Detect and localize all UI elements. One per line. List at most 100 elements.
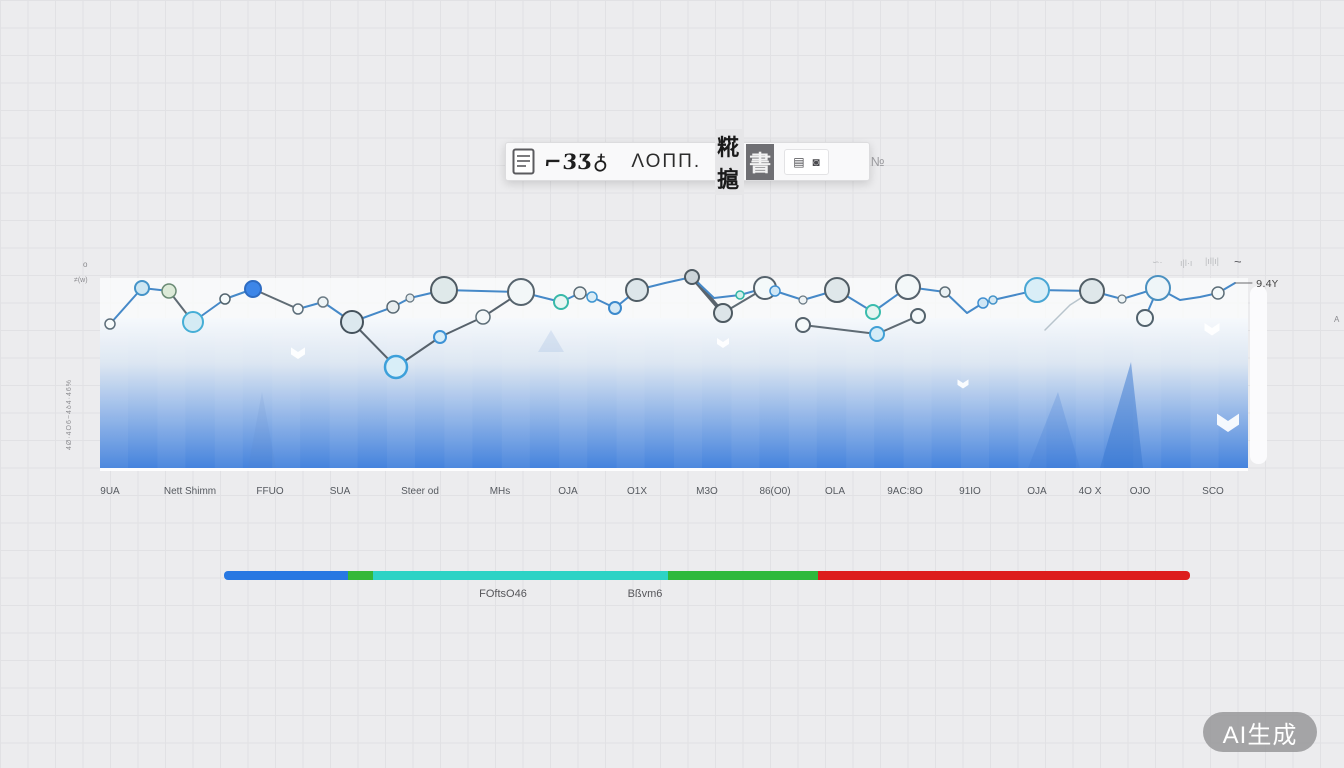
watermark-text: AI生成 xyxy=(1222,721,1298,749)
x-axis-label: OLA xyxy=(824,486,846,497)
data-point[interactable] xyxy=(1079,278,1105,304)
data-point[interactable] xyxy=(798,295,808,305)
area-strip xyxy=(214,318,243,468)
x-axis-label: M3O xyxy=(696,486,718,497)
data-point[interactable] xyxy=(684,269,700,285)
area-strip xyxy=(1075,318,1104,468)
top-right-garble-text: ı|l·ı xyxy=(1180,258,1193,268)
data-point[interactable] xyxy=(608,301,622,315)
x-axis-label: OJA xyxy=(558,486,578,497)
data-point[interactable] xyxy=(939,286,951,298)
legend-color-segment xyxy=(668,571,818,580)
area-strip xyxy=(501,318,530,468)
data-point[interactable] xyxy=(104,318,116,330)
area-strip xyxy=(272,318,301,468)
x-axis-label: 9AC:8O xyxy=(887,486,923,497)
data-point[interactable] xyxy=(475,309,491,325)
toolbar-garbled-text[interactable]: ΛΟΠΠ. xyxy=(631,150,702,172)
data-point[interactable] xyxy=(182,311,204,333)
ai-generated-watermark: AI生成 xyxy=(1203,712,1317,752)
toolbar-garbled-no[interactable]: № xyxy=(870,154,886,169)
area-mountain xyxy=(248,392,276,468)
chevron-mark xyxy=(1204,323,1220,336)
area-strip xyxy=(559,318,588,468)
x-axis-label: Steer od xyxy=(401,486,439,497)
page-icon[interactable]: ▤ xyxy=(793,154,805,169)
data-point[interactable] xyxy=(340,310,364,334)
chevron-mark xyxy=(957,379,969,389)
x-axis-label: 9UA xyxy=(100,486,120,497)
data-point[interactable] xyxy=(161,283,177,299)
data-point[interactable] xyxy=(1117,294,1127,304)
data-point[interactable] xyxy=(317,296,329,308)
toolbar-garbled-title[interactable]: ⌐3Ʒ♁ xyxy=(543,149,611,174)
x-axis-label: OJO xyxy=(1129,486,1151,497)
data-point[interactable] xyxy=(795,317,811,333)
data-point[interactable] xyxy=(865,304,881,320)
data-point[interactable] xyxy=(713,303,733,323)
area-strip xyxy=(329,318,358,468)
data-point[interactable] xyxy=(977,297,989,309)
toolbar-icon-pill[interactable]: ▤ ◙ xyxy=(784,148,829,175)
area-strip xyxy=(1018,318,1047,468)
x-axis-label: FFUO xyxy=(256,486,284,497)
legend-color-segment xyxy=(224,571,348,580)
data-point[interactable] xyxy=(1145,275,1171,301)
end-value-label: 9.4Y xyxy=(1256,279,1279,290)
data-point[interactable] xyxy=(383,354,409,380)
data-point[interactable] xyxy=(292,303,304,315)
data-point[interactable] xyxy=(433,330,447,344)
data-point[interactable] xyxy=(586,291,598,303)
area-strip xyxy=(616,318,645,468)
edge-garble-char: A xyxy=(1334,315,1340,324)
legend-color-segment xyxy=(818,571,1190,580)
area-strip xyxy=(846,318,875,468)
data-point[interactable] xyxy=(735,290,745,300)
bubble-icon[interactable]: ◙ xyxy=(812,154,820,169)
area-strip xyxy=(961,318,989,468)
area-strip xyxy=(444,318,473,468)
area-strip xyxy=(674,318,702,468)
top-right-garble-text: ~ xyxy=(1234,254,1242,269)
data-point[interactable] xyxy=(895,274,921,300)
toolbar-garbled-cjk[interactable]: 糀㨭 xyxy=(715,128,745,195)
legend-color-segment xyxy=(373,571,668,580)
data-point[interactable] xyxy=(244,280,262,298)
data-point[interactable] xyxy=(386,300,400,314)
data-point[interactable] xyxy=(573,286,587,300)
data-point[interactable] xyxy=(910,308,926,324)
area-strip xyxy=(387,318,415,468)
data-point[interactable] xyxy=(134,280,150,296)
data-point[interactable] xyxy=(824,277,850,303)
x-axis-label: OJA xyxy=(1027,486,1047,497)
area-strip xyxy=(157,318,186,468)
y-axis-tick-top: o xyxy=(83,260,88,269)
data-point[interactable] xyxy=(988,295,998,305)
data-point[interactable] xyxy=(769,285,781,297)
data-point[interactable] xyxy=(219,293,231,305)
toolbar-garbled-cjk-selected[interactable]: 書 xyxy=(746,143,775,180)
data-point[interactable] xyxy=(1136,309,1154,327)
chevron-mark xyxy=(1217,413,1239,432)
x-axis-label: Nett Shimm xyxy=(163,486,217,497)
y-axis-tick-second: ≠(w) xyxy=(74,277,88,284)
data-point[interactable] xyxy=(430,276,458,304)
chevron-mark xyxy=(291,347,305,359)
right-scroll-band[interactable] xyxy=(1250,286,1267,464)
data-point[interactable] xyxy=(625,278,649,302)
data-point[interactable] xyxy=(1024,277,1050,303)
data-point[interactable] xyxy=(507,278,535,306)
data-point[interactable] xyxy=(405,293,415,303)
legend-color-segment xyxy=(348,571,373,580)
x-axis-label: O1X xyxy=(626,486,648,497)
x-axis-label: SUA xyxy=(329,486,351,497)
data-point[interactable] xyxy=(1211,286,1225,300)
document-icon[interactable] xyxy=(512,148,536,175)
data-point[interactable] xyxy=(553,294,569,310)
data-point[interactable] xyxy=(869,326,885,342)
x-axis-label: 4O X xyxy=(1078,486,1102,497)
chevron-mark xyxy=(717,338,729,348)
area-strip xyxy=(100,318,128,468)
area-strip xyxy=(788,318,817,468)
